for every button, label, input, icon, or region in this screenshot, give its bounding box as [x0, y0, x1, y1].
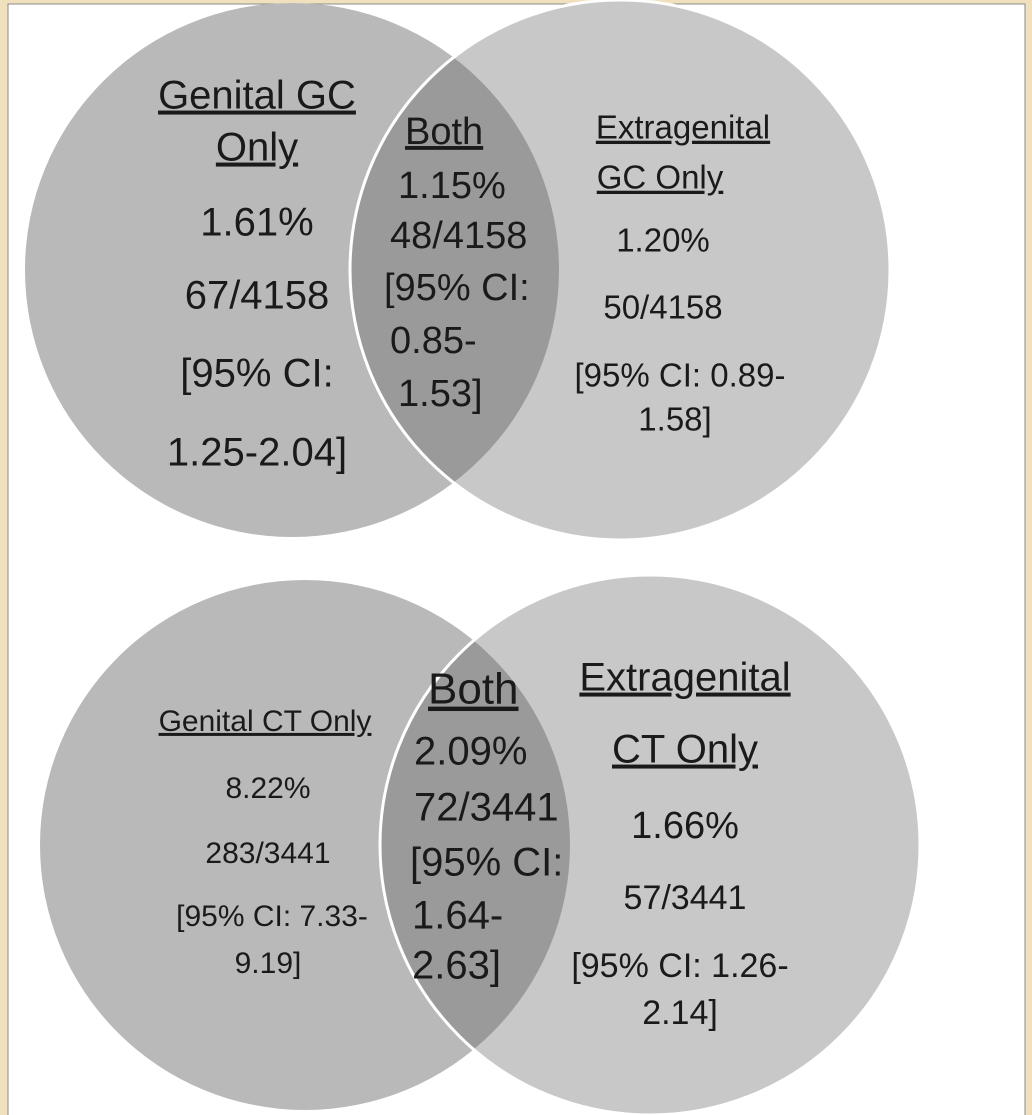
value: 2.63]: [412, 944, 501, 988]
right-text: Extragenital GC Only 1.20% 50/4158 [95% …: [575, 109, 786, 438]
value: 8.22%: [225, 772, 310, 805]
value: [95% CI:: [180, 352, 333, 396]
value: 0.85-: [390, 320, 477, 362]
label: Both: [428, 665, 519, 714]
label: Extragenital: [579, 656, 790, 700]
value: 2.14]: [642, 994, 718, 1032]
value: 1.20%: [616, 222, 710, 259]
value: 283/3441: [205, 837, 330, 870]
value: 50/4158: [603, 289, 722, 326]
label: GC Only: [597, 159, 724, 196]
value: 67/4158: [185, 274, 330, 318]
venn-ct: Genital CT Only 8.22% 283/3441 [95% CI: …: [40, 573, 922, 1115]
label: CT Only: [612, 728, 758, 772]
value: 1.58]: [638, 401, 711, 438]
value: [95% CI:: [384, 267, 530, 309]
value: [95% CI: 1.26-: [571, 947, 788, 985]
label: Genital CT Only: [159, 705, 372, 738]
value: 1.66%: [631, 805, 739, 847]
value: 1.64-: [412, 894, 503, 938]
left-text: Genital CT Only 8.22% 283/3441 [95% CI: …: [159, 705, 372, 980]
value: 72/3441: [414, 786, 559, 830]
value: 9.19]: [235, 947, 302, 980]
overlap: [380, 580, 570, 1110]
left-text: Genital GC Only 1.61% 67/4158 [95% CI: 1…: [158, 74, 356, 475]
both-text: Both 2.09% 72/3441 [95% CI: 1.64- 2.63]: [410, 665, 563, 988]
both-text: Both 1.15% 48/4158 [95% CI: 0.85- 1.53]: [384, 111, 530, 415]
label: Both: [405, 111, 483, 153]
value: 48/4158: [390, 215, 527, 257]
label: Extragenital: [596, 109, 770, 146]
circle-edge: [378, 573, 922, 1115]
right-text: Extragenital CT Only 1.66% 57/3441 [95% …: [571, 656, 790, 1032]
value: 2.09%: [414, 730, 527, 774]
value: 1.61%: [200, 201, 313, 245]
value: 57/3441: [624, 879, 747, 917]
circle-edge: [348, 0, 892, 542]
value: 1.25-2.04]: [167, 431, 347, 475]
value: [95% CI: 7.33-: [176, 900, 368, 933]
value: 1.53]: [398, 373, 483, 415]
value: [95% CI: 0.89-: [575, 357, 786, 394]
overlap: [350, 3, 559, 537]
venn-gc: Genital GC Only 1.61% 67/4158 [95% CI: 1…: [25, 0, 892, 542]
label: Only: [216, 126, 298, 170]
value: 1.15%: [398, 165, 506, 207]
label: Genital GC: [158, 74, 356, 118]
value: [95% CI:: [410, 841, 563, 885]
